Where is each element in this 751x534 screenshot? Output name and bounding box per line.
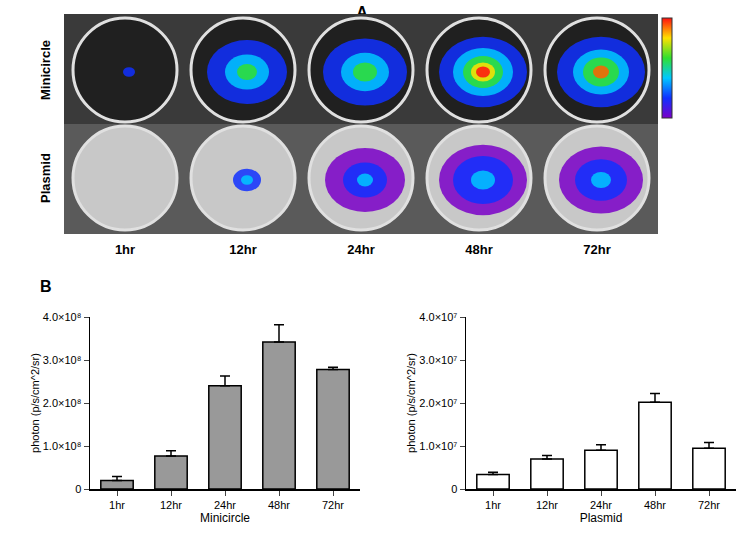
svg-text:1.0×10⁷: 1.0×10⁷ xyxy=(419,440,457,452)
svg-text:12hr: 12hr xyxy=(160,499,182,511)
svg-text:4.0×10⁷: 4.0×10⁷ xyxy=(419,311,457,323)
svg-text:Plasmid: Plasmid xyxy=(580,511,623,525)
svg-text:24hr: 24hr xyxy=(347,242,374,257)
svg-text:1hr: 1hr xyxy=(115,242,135,257)
svg-text:72hr: 72hr xyxy=(322,499,344,511)
svg-text:48hr: 48hr xyxy=(268,499,290,511)
svg-text:2.0×10⁷: 2.0×10⁷ xyxy=(419,397,457,409)
svg-text:A: A xyxy=(356,4,368,21)
html-text:B: B xyxy=(40,278,52,295)
svg-text:3.0×10⁷: 3.0×10⁷ xyxy=(419,354,457,366)
svg-text:Minicircle: Minicircle xyxy=(200,511,250,525)
svg-text:2.0×10⁸: 2.0×10⁸ xyxy=(43,397,82,409)
svg-text:photon (p/s/cm^2/sr): photon (p/s/cm^2/sr) xyxy=(29,353,41,453)
svg-text:72hr: 72hr xyxy=(583,242,610,257)
svg-text:24hr: 24hr xyxy=(214,499,236,511)
svg-text:72hr: 72hr xyxy=(698,499,720,511)
svg-text:photon (p/s/cm^2/sr): photon (p/s/cm^2/sr) xyxy=(405,353,417,453)
svg-text:0: 0 xyxy=(451,483,457,495)
svg-text:48hr: 48hr xyxy=(644,499,666,511)
svg-text:1hr: 1hr xyxy=(485,499,501,511)
svg-text:Minicircle: Minicircle xyxy=(38,40,53,100)
svg-text:Plasmid: Plasmid xyxy=(38,153,53,203)
svg-text:12hr: 12hr xyxy=(229,242,256,257)
svg-text:12hr: 12hr xyxy=(536,499,558,511)
svg-text:0: 0 xyxy=(75,483,81,495)
svg-text:4.0×10⁸: 4.0×10⁸ xyxy=(43,311,82,323)
svg-text:3.0×10⁸: 3.0×10⁸ xyxy=(43,354,82,366)
svg-text:48hr: 48hr xyxy=(465,242,492,257)
svg-text:1hr: 1hr xyxy=(109,499,125,511)
svg-text:24hr: 24hr xyxy=(590,499,612,511)
svg-text:1.0×10⁸: 1.0×10⁸ xyxy=(43,440,82,452)
